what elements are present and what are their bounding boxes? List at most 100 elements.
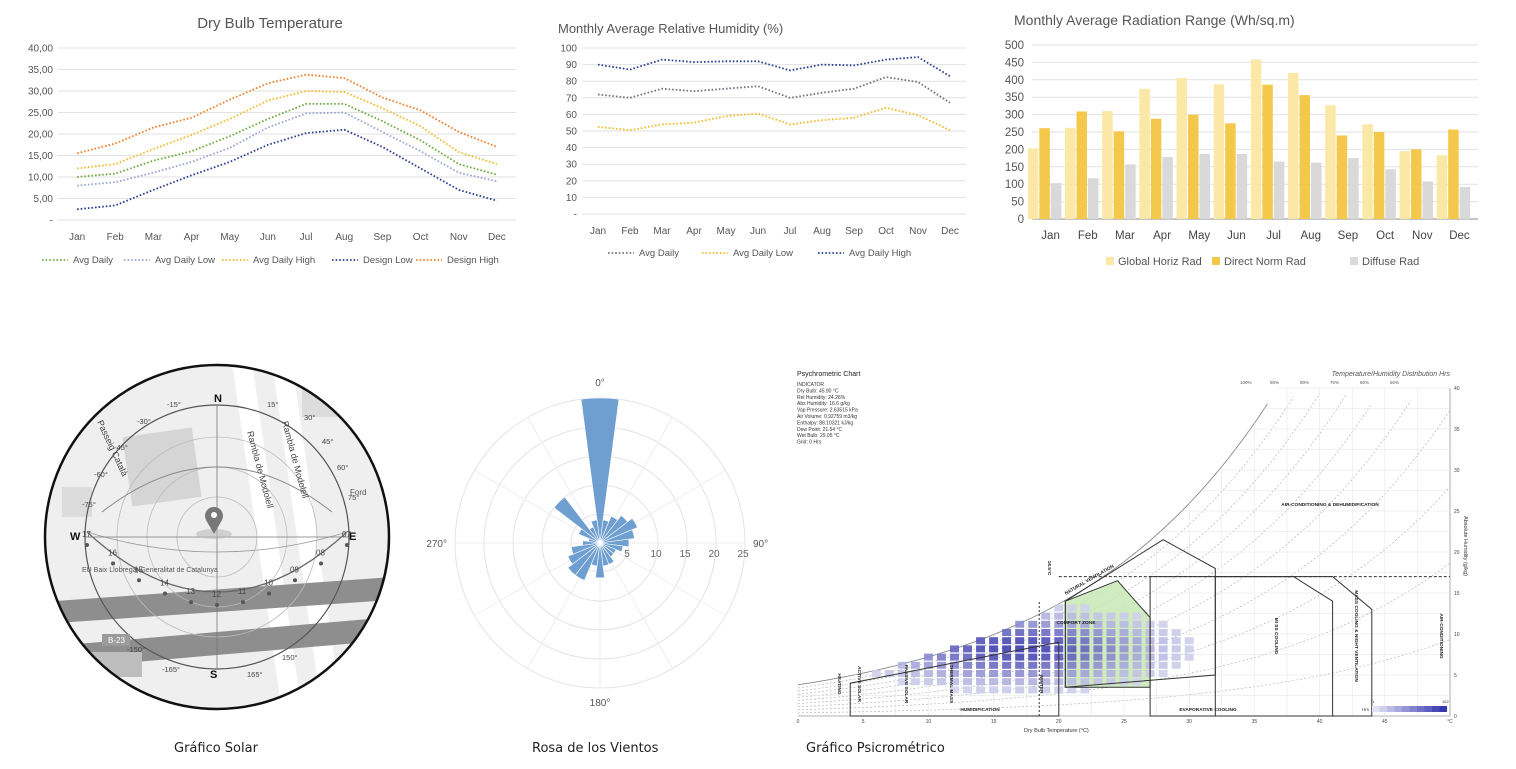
hour-cell — [1080, 629, 1090, 636]
hrs-legend-swatch — [1394, 706, 1402, 712]
hour-cell — [1067, 686, 1077, 694]
x-tick-label: Nov — [1412, 230, 1433, 242]
y-tick-label: 400 — [1005, 75, 1024, 87]
bar — [1288, 72, 1299, 219]
legend-label: Avg Daily Low — [155, 255, 215, 266]
rh-label: 50% — [1390, 380, 1399, 385]
humidity-chart: Monthly Average Relative Humidity (%) - 1… — [558, 21, 966, 259]
hour-label: 14 — [160, 579, 169, 588]
hour-cell — [1080, 653, 1090, 661]
hour-cell — [1067, 678, 1077, 686]
x-tick-label: Aug — [335, 232, 353, 243]
hour-cell — [1093, 620, 1103, 628]
hour-cell — [1184, 653, 1194, 661]
x-tick-label: Jun — [260, 232, 276, 243]
hour-cell — [1054, 629, 1064, 636]
hour-cell — [910, 661, 920, 669]
azimuth-label: -30° — [137, 417, 151, 426]
legend-label: Diffuse Rad — [1362, 256, 1419, 268]
building — [122, 427, 202, 507]
hour-cell — [1158, 661, 1168, 669]
wind-sector — [553, 496, 601, 544]
hour-cell — [1171, 637, 1181, 645]
bar — [1411, 149, 1422, 219]
hour-cell — [1041, 612, 1051, 620]
bar — [1299, 95, 1310, 219]
x-tick-label: °C — [1447, 719, 1453, 725]
y-tick-label: 200 — [1005, 144, 1024, 156]
wind-sector — [567, 542, 601, 576]
rh-label: 80% — [1300, 380, 1309, 385]
wind-caption: Rosa de los Vientos — [532, 741, 659, 756]
hour-cell — [1054, 604, 1064, 612]
hour-cell — [1119, 645, 1129, 653]
bar — [1459, 186, 1471, 219]
hour-label: 16 — [108, 549, 117, 558]
hour-cell — [1028, 620, 1038, 628]
legend-label: Avg Daily — [639, 248, 679, 259]
hour-cell — [1093, 678, 1103, 686]
indicator-line: Wet Bulb: 29.05 °C — [797, 433, 840, 439]
y-tick-label: 5 — [1454, 673, 1457, 679]
hour-cell — [1171, 661, 1181, 669]
hour-cell — [1067, 661, 1077, 669]
bar — [1213, 84, 1225, 219]
hour-cell — [1106, 653, 1116, 661]
hour-cell — [989, 645, 999, 653]
cardinal-north: N — [214, 393, 222, 405]
wind-sector — [580, 397, 620, 544]
azimuth-label: 75° — [348, 493, 359, 502]
hour-cell — [1119, 637, 1129, 645]
y-tick-label: 500 — [1005, 40, 1024, 52]
bar — [1250, 59, 1262, 220]
hour-cell — [1132, 661, 1142, 669]
hour-cell — [1041, 686, 1051, 694]
azimuth-label: 60° — [337, 463, 348, 472]
bar — [1262, 84, 1273, 219]
hour-label: 10 — [264, 579, 273, 588]
wind-sector — [570, 542, 601, 555]
hour-cell — [1028, 686, 1038, 694]
bar — [1150, 118, 1162, 219]
rh-curve — [797, 562, 1451, 711]
y-tick-label: 30 — [566, 160, 578, 171]
hour-cell — [1119, 629, 1129, 636]
hour-cell — [963, 678, 973, 686]
hour-cell — [989, 637, 999, 645]
hour-cell — [897, 670, 907, 677]
hour-cell — [1054, 637, 1064, 645]
zone-label: EVAPORATIVE COOLING — [1179, 707, 1237, 713]
hour-cell — [1041, 629, 1051, 636]
x-tick-label: Sep — [374, 232, 392, 243]
hour-cell — [936, 670, 946, 677]
cardinal-east: E — [349, 531, 356, 543]
wind-rose-chart: 5 10 15 20 25 0° 90° 180° 270° — [426, 378, 768, 709]
rh-label: 60% — [1360, 380, 1369, 385]
hour-cell — [1184, 645, 1194, 653]
hour-marker — [345, 543, 349, 547]
legend-label: Avg Daily — [73, 255, 113, 266]
bar — [1188, 114, 1199, 219]
x-tick-label: Jun — [750, 226, 766, 237]
hour-cell — [1158, 620, 1168, 628]
rh-label: 90% — [1270, 380, 1279, 385]
x-tick-label: Oct — [413, 232, 429, 243]
series-line — [597, 106, 951, 132]
bar — [1448, 129, 1459, 219]
rh-curve — [797, 410, 1451, 704]
hour-marker — [215, 603, 219, 607]
hour-cell — [1093, 637, 1103, 645]
building — [327, 667, 387, 697]
hour-cell — [989, 686, 999, 694]
hour-cell — [884, 670, 894, 677]
indicator-line: Enthalpy: 88.10321 kJ/kg — [797, 420, 853, 426]
hour-cell — [1028, 678, 1038, 686]
bar — [1199, 153, 1210, 219]
hour-marker — [111, 561, 115, 566]
hour-cell — [910, 670, 920, 677]
y-tick-label: 40,00 — [28, 44, 53, 55]
hour-cell — [1002, 678, 1012, 686]
hour-cell — [976, 637, 986, 645]
hrs-legend-swatch — [1439, 706, 1447, 712]
hour-cell — [1015, 653, 1025, 661]
